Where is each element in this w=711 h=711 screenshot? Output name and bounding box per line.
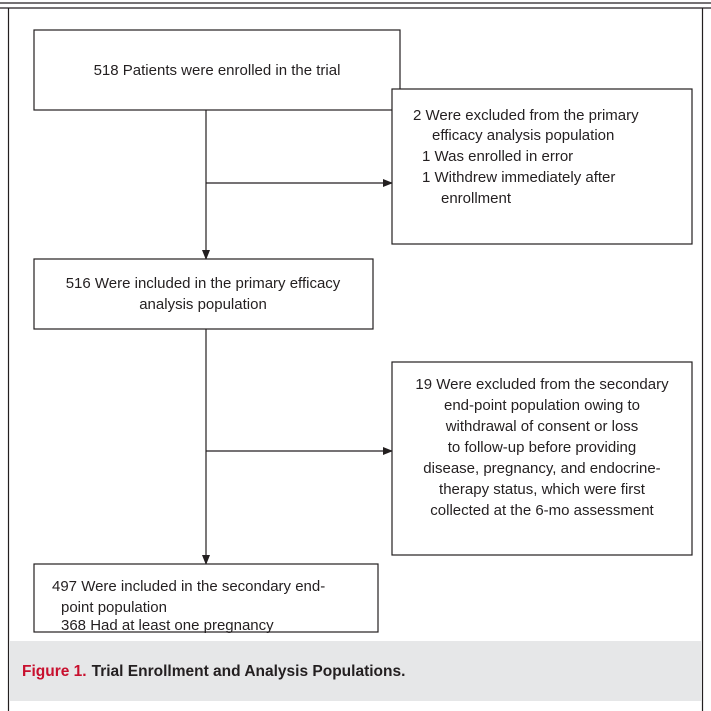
node-text: disease, pregnancy, and endocrine-: [423, 460, 660, 477]
node-text: enrollment: [441, 190, 512, 207]
node-box: [33, 258, 374, 330]
figure-label: Figure 1.: [22, 663, 87, 680]
node-text: 2 Were excluded from the primary: [413, 107, 639, 124]
node-text: therapy status, which were first: [439, 481, 646, 498]
node-box: [391, 361, 693, 556]
node-text: 518 Patients were enrolled in the trial: [94, 62, 341, 79]
node-text: end-point population owing to: [444, 397, 640, 414]
node-text: 19 Were excluded from the secondary: [415, 376, 669, 393]
node-text: 1 Withdrew immediately after: [422, 169, 615, 186]
node-text: to follow-up before providing: [448, 439, 636, 456]
node-text: 368 Had at least one pregnancy: [61, 617, 274, 634]
node-text: collected at the 6-mo assessment: [430, 502, 654, 519]
node-text: point population: [61, 599, 167, 616]
node-text: 516 Were included in the primary efficac…: [66, 275, 341, 292]
node-text: withdrawal of consent or loss: [445, 418, 639, 435]
node-text: 497 Were included in the secondary end-: [52, 578, 325, 595]
node-box: [33, 563, 379, 633]
node-text: analysis population: [139, 296, 267, 313]
node-text: 1 Was enrolled in error: [422, 148, 573, 165]
node-box: [391, 88, 693, 245]
node-box: [33, 29, 401, 111]
node-text: efficacy analysis population: [432, 127, 614, 144]
figure-title: Trial Enrollment and Analysis Population…: [92, 663, 406, 680]
caption-bar: [9, 641, 702, 701]
caption: Figure 1. Trial Enrollment and Analysis P…: [22, 663, 405, 680]
